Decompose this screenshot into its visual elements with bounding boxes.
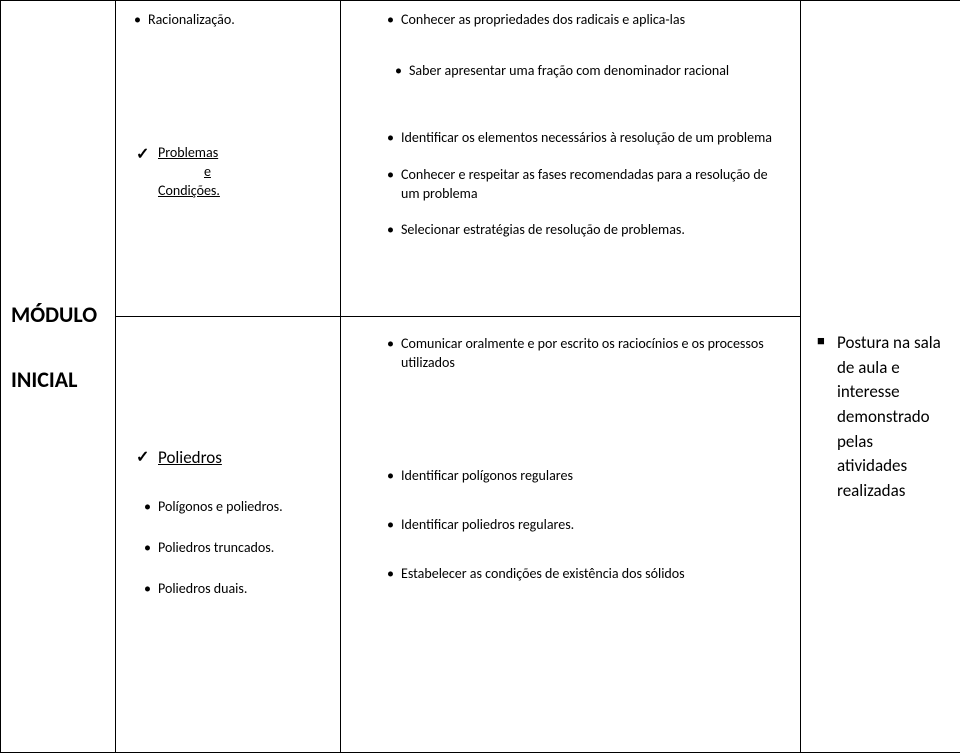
- topic-item: Racionalização.: [130, 11, 326, 30]
- cell-topics-top: Racionalização. Problemas e Condições.: [116, 1, 341, 317]
- cell-objectives-bot: Comunicar oralmente e por escrito os rac…: [341, 317, 801, 753]
- check-item-problemas: Problemas e Condições.: [130, 144, 326, 201]
- subtopic-item: Polígonos e poliedros.: [142, 498, 326, 517]
- objective-item: Identificar polígonos regulares: [383, 467, 786, 486]
- objectives-list: Identificar os elementos necessários à r…: [355, 129, 786, 148]
- right-item: Postura na sala de aula e interesse demo…: [815, 331, 946, 503]
- check-label-line: Problemas: [158, 144, 218, 161]
- objectives-list: Estabelecer as condições de existência d…: [355, 565, 786, 584]
- objectives-list: Saber apresentar uma fração com denomina…: [355, 62, 786, 81]
- objective-item: Comunicar oralmente e por escrito os rac…: [383, 335, 786, 373]
- module-label-line1: MÓDULO: [11, 301, 105, 328]
- objectives-list: Selecionar estratégias de resolução de p…: [355, 221, 786, 240]
- objective-item: Saber apresentar uma fração com denomina…: [391, 62, 786, 81]
- objective-item: Identificar os elementos necessários à r…: [383, 129, 786, 148]
- objectives-list: Identificar poliedros regulares.: [355, 516, 786, 535]
- right-list: Postura na sala de aula e interesse demo…: [815, 331, 946, 503]
- subtopic-item: Poliedros duais.: [142, 580, 326, 599]
- topic-check-list: Problemas e Condições.: [130, 144, 326, 201]
- objectives-list: Comunicar oralmente e por escrito os rac…: [355, 335, 786, 373]
- topic-check-list: Poliedros Polígonos e poliedros. Poliedr…: [130, 447, 326, 599]
- subtopic-item: Poliedros truncados.: [142, 539, 326, 558]
- check-label-line: Condições.: [158, 182, 220, 199]
- objective-item: Selecionar estratégias de resolução de p…: [383, 221, 786, 240]
- cell-objectives-top: Conhecer as propriedades dos radicais e …: [341, 1, 801, 317]
- cell-right: Postura na sala de aula e interesse demo…: [801, 1, 960, 753]
- poliedros-label: Poliedros: [158, 447, 222, 468]
- objective-item: Identificar poliedros regulares.: [383, 516, 786, 535]
- sub-bullet-list: Polígonos e poliedros. Poliedros truncad…: [142, 498, 326, 599]
- objectives-list: Conhecer as propriedades dos radicais e …: [355, 11, 786, 30]
- cell-topics-bot: Poliedros Polígonos e poliedros. Poliedr…: [116, 317, 341, 753]
- check-item-poliedros: Poliedros Polígonos e poliedros. Poliedr…: [130, 447, 326, 599]
- topic-bullet-list: Racionalização.: [130, 11, 326, 30]
- curriculum-table: MÓDULO INICIAL Racionalização. Problemas…: [0, 0, 960, 753]
- module-label-line2: INICIAL: [11, 366, 105, 393]
- objective-item: Conhecer as propriedades dos radicais e …: [383, 11, 786, 30]
- objectives-list: Conhecer e respeitar as fases recomendad…: [355, 166, 786, 204]
- cell-module: MÓDULO INICIAL: [1, 1, 116, 753]
- objective-item: Conhecer e respeitar as fases recomendad…: [383, 166, 786, 204]
- objective-item: Estabelecer as condições de existência d…: [383, 565, 786, 584]
- row-top: MÓDULO INICIAL Racionalização. Problemas…: [1, 1, 960, 317]
- check-label-line: e: [204, 163, 211, 180]
- objectives-list: Identificar polígonos regulares: [355, 467, 786, 486]
